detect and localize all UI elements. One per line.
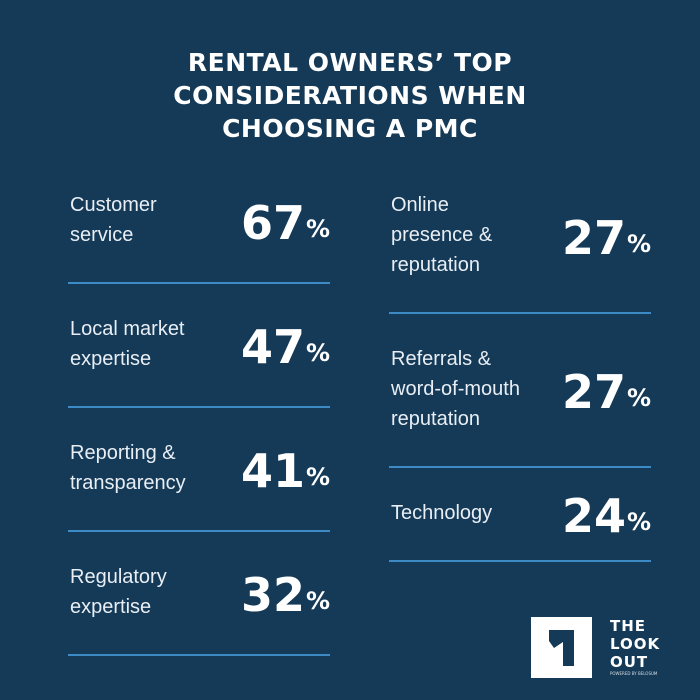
- stat-number: 47: [240, 320, 305, 374]
- stat-label: Technology: [391, 498, 492, 528]
- stat-label-line: Regulatory: [70, 566, 167, 588]
- stat-label-line: word-of-mouth: [391, 378, 520, 400]
- stat-value: 32%: [241, 572, 330, 618]
- stat-label-line: service: [70, 224, 134, 246]
- stat-label-line: expertise: [70, 348, 152, 370]
- percent-sign: %: [305, 339, 330, 367]
- stat-label-line: presence &: [391, 224, 493, 246]
- logo-line-1: THE: [610, 617, 647, 635]
- stats-column-right: Online presence & reputation 27% Referrals &…: [389, 192, 651, 562]
- stat-label-line: Online: [391, 194, 449, 216]
- stat-value: 27%: [562, 215, 651, 261]
- stat-number: 32: [240, 568, 305, 622]
- logo-tagline: POWERED BY BELOSUM: [610, 671, 658, 676]
- stat-label-line: Local market: [70, 318, 185, 340]
- stat-row: Reporting & transparency 41%: [68, 440, 330, 532]
- logo-mark-icon: [531, 617, 592, 678]
- percent-sign: %: [626, 508, 651, 536]
- chart-title: RENTAL OWNERS’ TOP CONSIDERATIONS WHEN C…: [0, 46, 700, 145]
- stat-label-line: Referrals &: [391, 348, 492, 370]
- stat-row: Customer service 67%: [68, 192, 330, 284]
- stat-number: 24: [561, 489, 626, 543]
- stat-label-line: expertise: [70, 596, 152, 618]
- stat-label: Customer service: [70, 190, 157, 250]
- percent-sign: %: [305, 215, 330, 243]
- stat-label-line: reputation: [391, 254, 480, 276]
- stat-label: Regulatory expertise: [70, 562, 167, 622]
- stat-value: 41%: [241, 448, 330, 494]
- title-line-3: CHOOSING A PMC: [222, 114, 478, 143]
- logo-line-2: LOOK: [610, 635, 661, 653]
- logo-wordmark: THE LOOK OUT POWERED BY BELOSUM: [610, 617, 680, 677]
- stat-value: 47%: [241, 324, 330, 370]
- title-line-1: RENTAL OWNERS’ TOP: [187, 48, 513, 77]
- stat-row: Local market expertise 47%: [68, 316, 330, 408]
- percent-sign: %: [626, 230, 651, 258]
- stat-row: Technology 24%: [389, 493, 651, 562]
- stat-value: 27%: [562, 369, 651, 415]
- stat-label: Online presence & reputation: [391, 190, 492, 280]
- stat-row: Regulatory expertise 32%: [68, 564, 330, 656]
- stat-number: 27: [561, 365, 626, 419]
- stat-label: Local market expertise: [70, 314, 185, 374]
- stat-label-line: Technology: [391, 502, 493, 524]
- percent-sign: %: [626, 384, 651, 412]
- stat-label-line: transparency: [70, 472, 186, 494]
- stats-column-left: Customer service 67% Local market expertise 4…: [68, 192, 330, 656]
- stat-label-line: Reporting &: [70, 442, 176, 464]
- stat-label-line: Customer: [70, 194, 157, 216]
- logo-line-3: OUT: [610, 653, 649, 671]
- stat-number: 67: [240, 196, 305, 250]
- stat-value: 24%: [562, 493, 651, 539]
- percent-sign: %: [305, 463, 330, 491]
- stat-row: Referrals & word-of-mouth reputation 27%: [389, 346, 651, 468]
- stat-number: 27: [561, 211, 626, 265]
- stat-value: 67%: [241, 200, 330, 246]
- stat-label: Reporting & transparency: [70, 438, 186, 498]
- stat-label-line: reputation: [391, 408, 480, 430]
- stat-label: Referrals & word-of-mouth reputation: [391, 344, 520, 434]
- percent-sign: %: [305, 587, 330, 615]
- title-line-2: CONSIDERATIONS WHEN: [173, 81, 527, 110]
- stat-number: 41: [240, 444, 305, 498]
- stat-row: Online presence & reputation 27%: [389, 192, 651, 314]
